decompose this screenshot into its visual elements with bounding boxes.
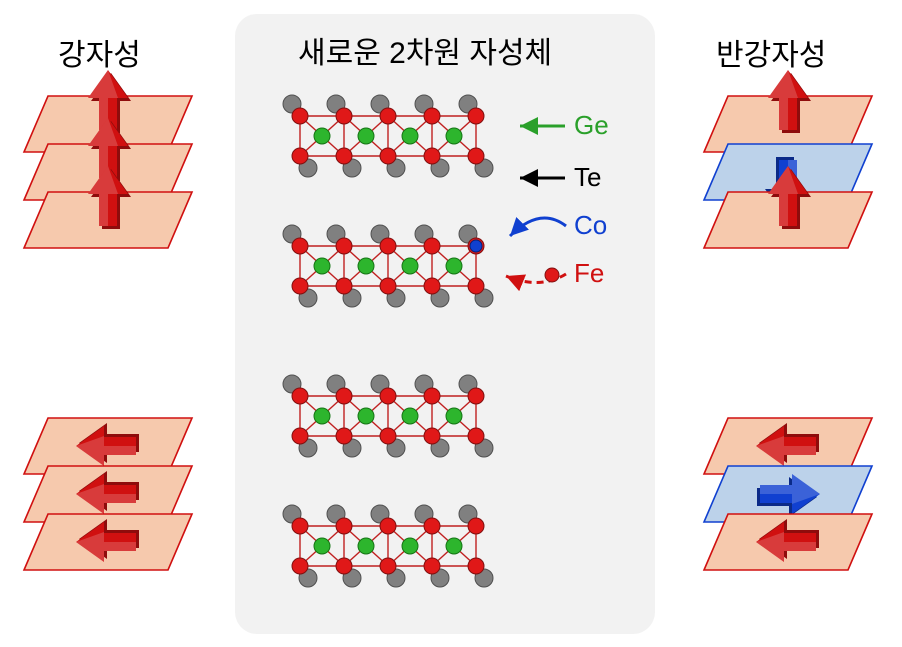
lattice-layer-3 <box>270 500 526 605</box>
spin-arrow-left <box>68 502 148 587</box>
spin-arrow-up <box>748 62 828 147</box>
stack-right_bottom <box>700 412 900 632</box>
plane <box>20 186 180 248</box>
stack-left_bottom <box>20 412 220 632</box>
plane <box>700 508 860 570</box>
spin-arrow-left <box>748 502 828 587</box>
legend-te: Te <box>568 162 601 193</box>
legend-te-label: Te <box>574 162 601 193</box>
stack-left_top <box>20 90 220 310</box>
legend-fe-label: Fe <box>574 258 604 289</box>
title-center: 새로운 2차원 자성체 <box>298 28 552 72</box>
legend-co-label: Co <box>574 210 607 241</box>
lattice-layer-1 <box>270 220 526 325</box>
plane <box>700 186 860 248</box>
spin-arrow-up <box>748 158 828 243</box>
legend-co: Co <box>568 210 607 241</box>
legend-ge-label: Ge <box>574 110 609 141</box>
legend-ge: Ge <box>568 110 609 141</box>
plane <box>20 508 180 570</box>
stack-right_top <box>700 90 900 310</box>
lattice-layer-0 <box>270 90 526 195</box>
legend-fe: Fe <box>568 258 604 289</box>
spin-arrow-up <box>68 158 148 243</box>
lattice-layer-2 <box>270 370 526 475</box>
